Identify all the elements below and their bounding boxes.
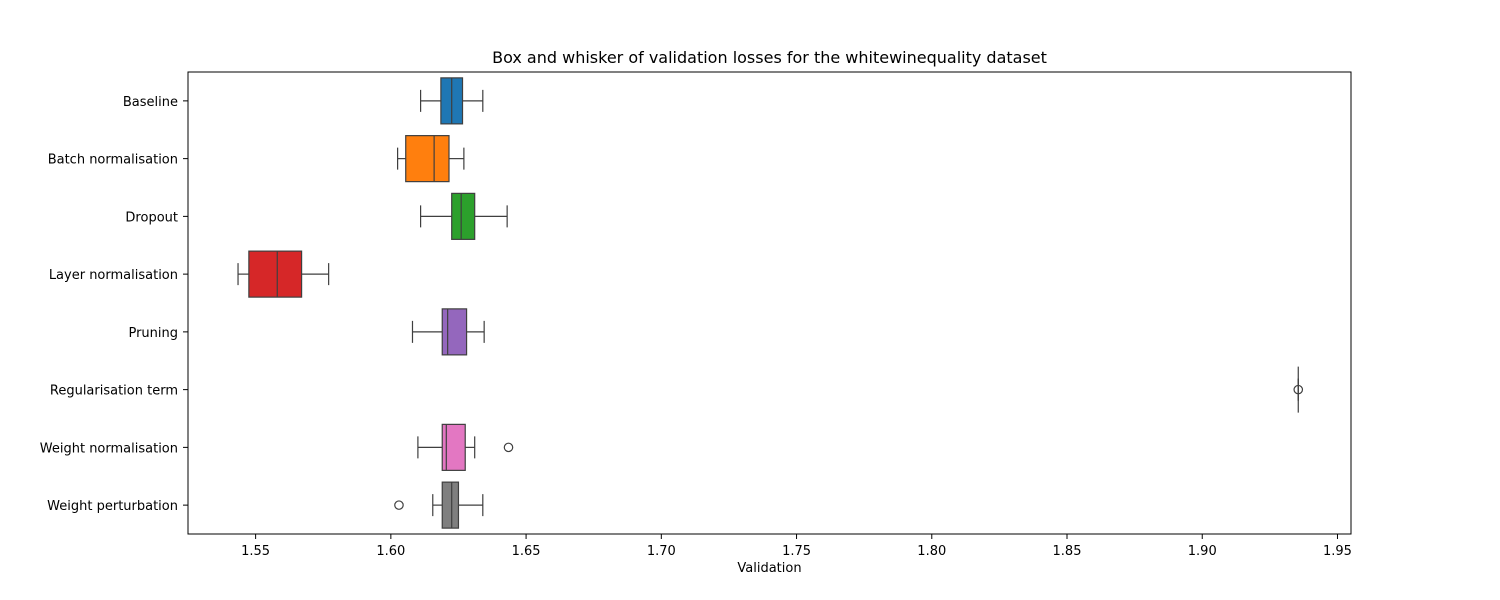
x-tick-label: 1.60	[376, 544, 405, 559]
x-tick-label: 1.95	[1323, 544, 1352, 559]
x-tick-label: 1.65	[512, 544, 541, 559]
chart-title: Box and whisker of validation losses for…	[492, 48, 1047, 67]
box	[441, 308, 468, 356]
y-tick-label: Regularisation term	[50, 384, 178, 399]
box	[248, 250, 303, 298]
plot-frame	[187, 71, 1352, 535]
y-tick-label: Layer normalisation	[49, 268, 178, 283]
y-tick-label: Dropout	[125, 210, 178, 225]
box	[405, 135, 450, 183]
y-tick-label: Baseline	[123, 95, 178, 110]
y-tick-label: Weight perturbation	[47, 499, 178, 514]
x-axis-label: Validation	[737, 561, 802, 576]
y-tick-label: Batch normalisation	[48, 153, 178, 168]
x-tick-label: 1.80	[917, 544, 946, 559]
outlier-point	[503, 442, 514, 453]
x-tick-label: 1.55	[241, 544, 270, 559]
box	[441, 423, 466, 471]
outlier-point	[1293, 384, 1304, 395]
y-tick-label: Weight normalisation	[40, 441, 178, 456]
x-tick-label: 1.85	[1053, 544, 1082, 559]
x-tick-label: 1.75	[782, 544, 811, 559]
x-tick-label: 1.70	[647, 544, 676, 559]
x-tick-label: 1.90	[1188, 544, 1217, 559]
y-tick-label: Pruning	[128, 326, 178, 341]
outlier-point	[394, 500, 404, 510]
box	[441, 481, 460, 529]
box	[451, 192, 476, 240]
